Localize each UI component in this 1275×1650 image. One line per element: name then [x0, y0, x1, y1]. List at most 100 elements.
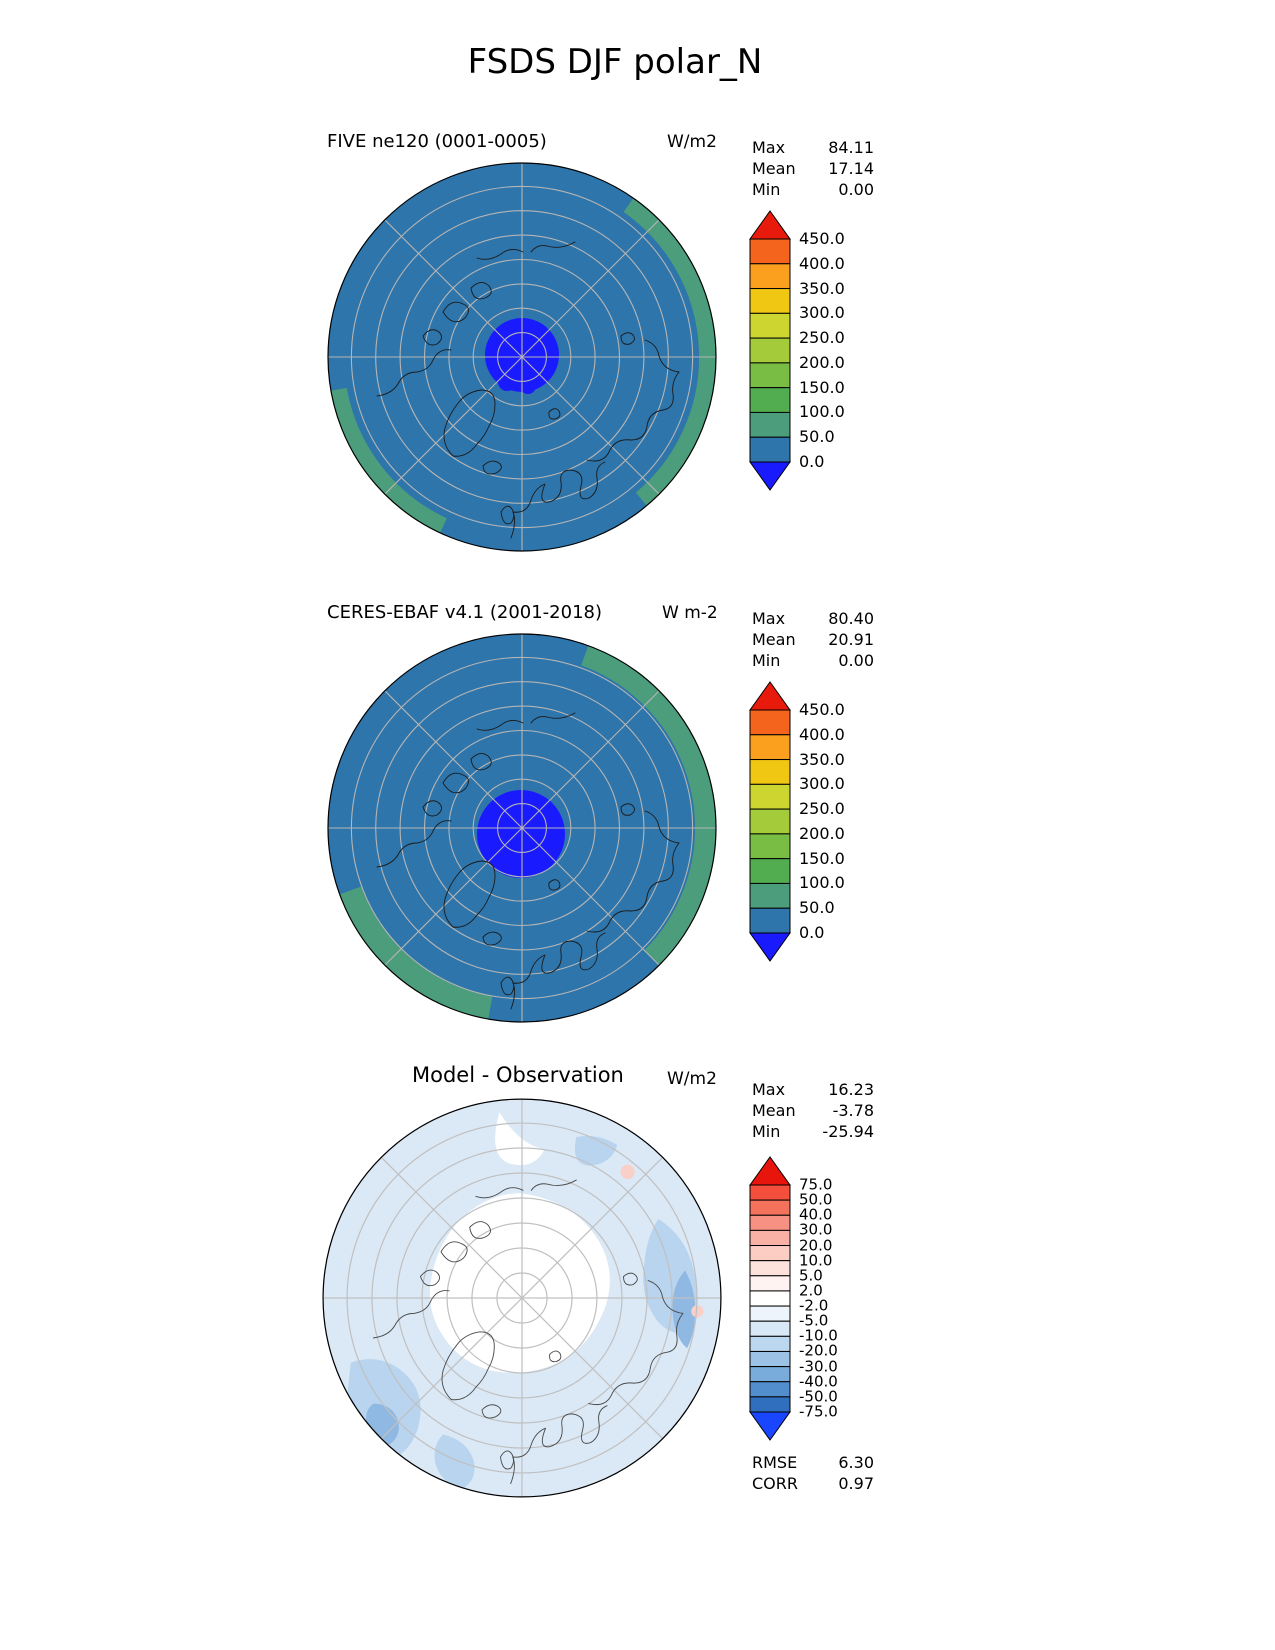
colorbar-lower-arrow	[749, 932, 791, 962]
diff-near-zero-region	[495, 1112, 545, 1166]
colorbar-segment	[749, 1350, 791, 1368]
map-panel-2-observation	[327, 633, 717, 1023]
stat-row: RMSE 6.30	[752, 1452, 874, 1473]
colorbar-segment	[749, 734, 791, 761]
panel-3-stats: Max 16.23 Mean -3.78 Min -25.94	[752, 1079, 874, 1142]
map-boundary	[322, 1098, 722, 1498]
colorbar-segment	[749, 1366, 791, 1383]
stat-value: 20.91	[828, 630, 874, 649]
colorbar-panel-1-tick: 400.0	[799, 253, 845, 273]
colorbar-panel-3-tick: -30.0	[799, 1357, 838, 1376]
stat-value: 80.40	[828, 609, 874, 628]
stat-label: Max	[752, 138, 786, 157]
colorbar-upper-arrow	[749, 210, 791, 240]
panel-1-stats: Max 84.11 Mean 17.14 Min 0.00	[752, 137, 874, 200]
colorbar-segment	[749, 362, 791, 389]
colorbar-segment	[749, 858, 791, 884]
colorbar-panel-3-tick: 10.0	[799, 1251, 833, 1270]
stat-value: 0.00	[838, 651, 874, 670]
colorbar-panel-2-tick: 200.0	[799, 823, 845, 843]
colorbar-panel-2-tick: 350.0	[799, 749, 845, 769]
stat-value: -25.94	[822, 1122, 874, 1141]
colorbar-lower-arrow	[749, 461, 791, 491]
colorbar-panel-3-tick: -40.0	[799, 1372, 838, 1391]
colorbar-panel-3-tick: -10.0	[799, 1326, 838, 1345]
colorbar-lower-arrow	[749, 1411, 791, 1441]
stat-row: Mean 20.91	[752, 629, 874, 650]
stat-row: Max 80.40	[752, 608, 874, 629]
stat-label: CORR	[752, 1474, 798, 1493]
colorbar-segment	[749, 1229, 791, 1247]
latitude-longitude-grid	[328, 163, 716, 551]
colorbar-panel-1-tick: 50.0	[799, 427, 835, 447]
panel-1-units: W/m2	[667, 132, 717, 152]
colorbar-segment	[749, 387, 791, 413]
colorbar-segment	[749, 1184, 791, 1201]
stat-value: -3.78	[832, 1101, 874, 1120]
map-boundary	[327, 162, 717, 552]
stat-label: Min	[752, 651, 781, 670]
latitude-longitude-grid	[328, 634, 716, 1022]
colorbar-panel-3-tick: -75.0	[799, 1402, 838, 1421]
map-panel-1-model	[327, 162, 717, 552]
colorbar-panel-1	[749, 210, 791, 491]
panel-2-label: CERES-EBAF v4.1 (2001-2018)	[327, 602, 603, 623]
latitude-longitude-grid	[323, 1099, 721, 1497]
colorbar-segment	[749, 907, 791, 934]
colorbar-segment	[749, 1335, 791, 1352]
map-boundary	[327, 633, 717, 1023]
stat-value: 6.30	[838, 1453, 874, 1472]
colorbar-segment	[749, 833, 791, 860]
colorbar-panel-1-tick: 250.0	[799, 328, 845, 348]
panel-3-label: Model - Observation	[412, 1063, 624, 1087]
colorbar-panel-1-tick: 350.0	[799, 278, 845, 298]
colorbar-segment	[749, 1290, 791, 1307]
stat-value: 16.23	[828, 1080, 874, 1099]
colorbar-panel-3-tick: -50.0	[799, 1387, 838, 1406]
figure-title: FSDS DJF polar_N	[467, 42, 763, 82]
stat-label: Mean	[752, 159, 796, 178]
stat-label: Max	[752, 609, 786, 628]
stat-value: 0.97	[838, 1474, 874, 1493]
stat-label: Max	[752, 1080, 786, 1099]
polar-night-region	[477, 790, 565, 878]
stat-row: Max 16.23	[752, 1079, 874, 1100]
stat-row: Min 0.00	[752, 179, 874, 200]
colorbar-panel-2-tick: 50.0	[799, 898, 835, 918]
colorbar-segment	[749, 312, 791, 339]
colorbar-segment	[749, 759, 791, 785]
colorbar-panel-2-tick: 450.0	[799, 700, 845, 719]
colorbar-panel-2-tick: 150.0	[799, 848, 845, 868]
colorbar-segment	[749, 1260, 791, 1277]
colorbar-segment	[749, 1396, 791, 1413]
map-green-band	[333, 640, 716, 1022]
colorbar-segment	[749, 337, 791, 364]
panel-2-units: W m-2	[662, 603, 718, 623]
colorbar-panel-3-tick: 2.0	[799, 1281, 823, 1300]
colorbar-panel-3	[749, 1156, 791, 1441]
colorbar-segment	[749, 1199, 791, 1216]
colorbar-segment	[749, 263, 791, 290]
colorbar-segment	[749, 288, 791, 314]
stat-row: CORR 0.97	[752, 1473, 874, 1494]
map-green-band	[328, 193, 716, 537]
colorbar-segment	[749, 1214, 791, 1231]
colorbar-panel-2-tick: 300.0	[799, 774, 845, 794]
colorbar-upper-arrow	[749, 681, 791, 711]
stat-label: Min	[752, 180, 781, 199]
panel-2-stats: Max 80.40 Mean 20.91 Min 0.00	[752, 608, 874, 671]
stat-row: Min -25.94	[752, 1121, 874, 1142]
stat-row: Mean -3.78	[752, 1100, 874, 1121]
colorbar-panel-2-tick: 0.0	[799, 923, 825, 942]
colorbar-panel-3-tick: -20.0	[799, 1341, 838, 1360]
colorbar-panel-3-tick: 50.0	[799, 1190, 833, 1209]
colorbar-segment	[749, 1305, 791, 1322]
colorbar-segment	[749, 1381, 791, 1398]
colorbar-panel-2	[749, 681, 791, 962]
stat-value: 0.00	[838, 180, 874, 199]
stat-value: 84.11	[828, 138, 874, 157]
colorbar-panel-1-tick: 0.0	[799, 452, 825, 471]
colorbar-panel-1-tick: 150.0	[799, 377, 845, 397]
stat-row: Max 84.11	[752, 137, 874, 158]
colorbar-panel-2-tick: 250.0	[799, 799, 845, 819]
